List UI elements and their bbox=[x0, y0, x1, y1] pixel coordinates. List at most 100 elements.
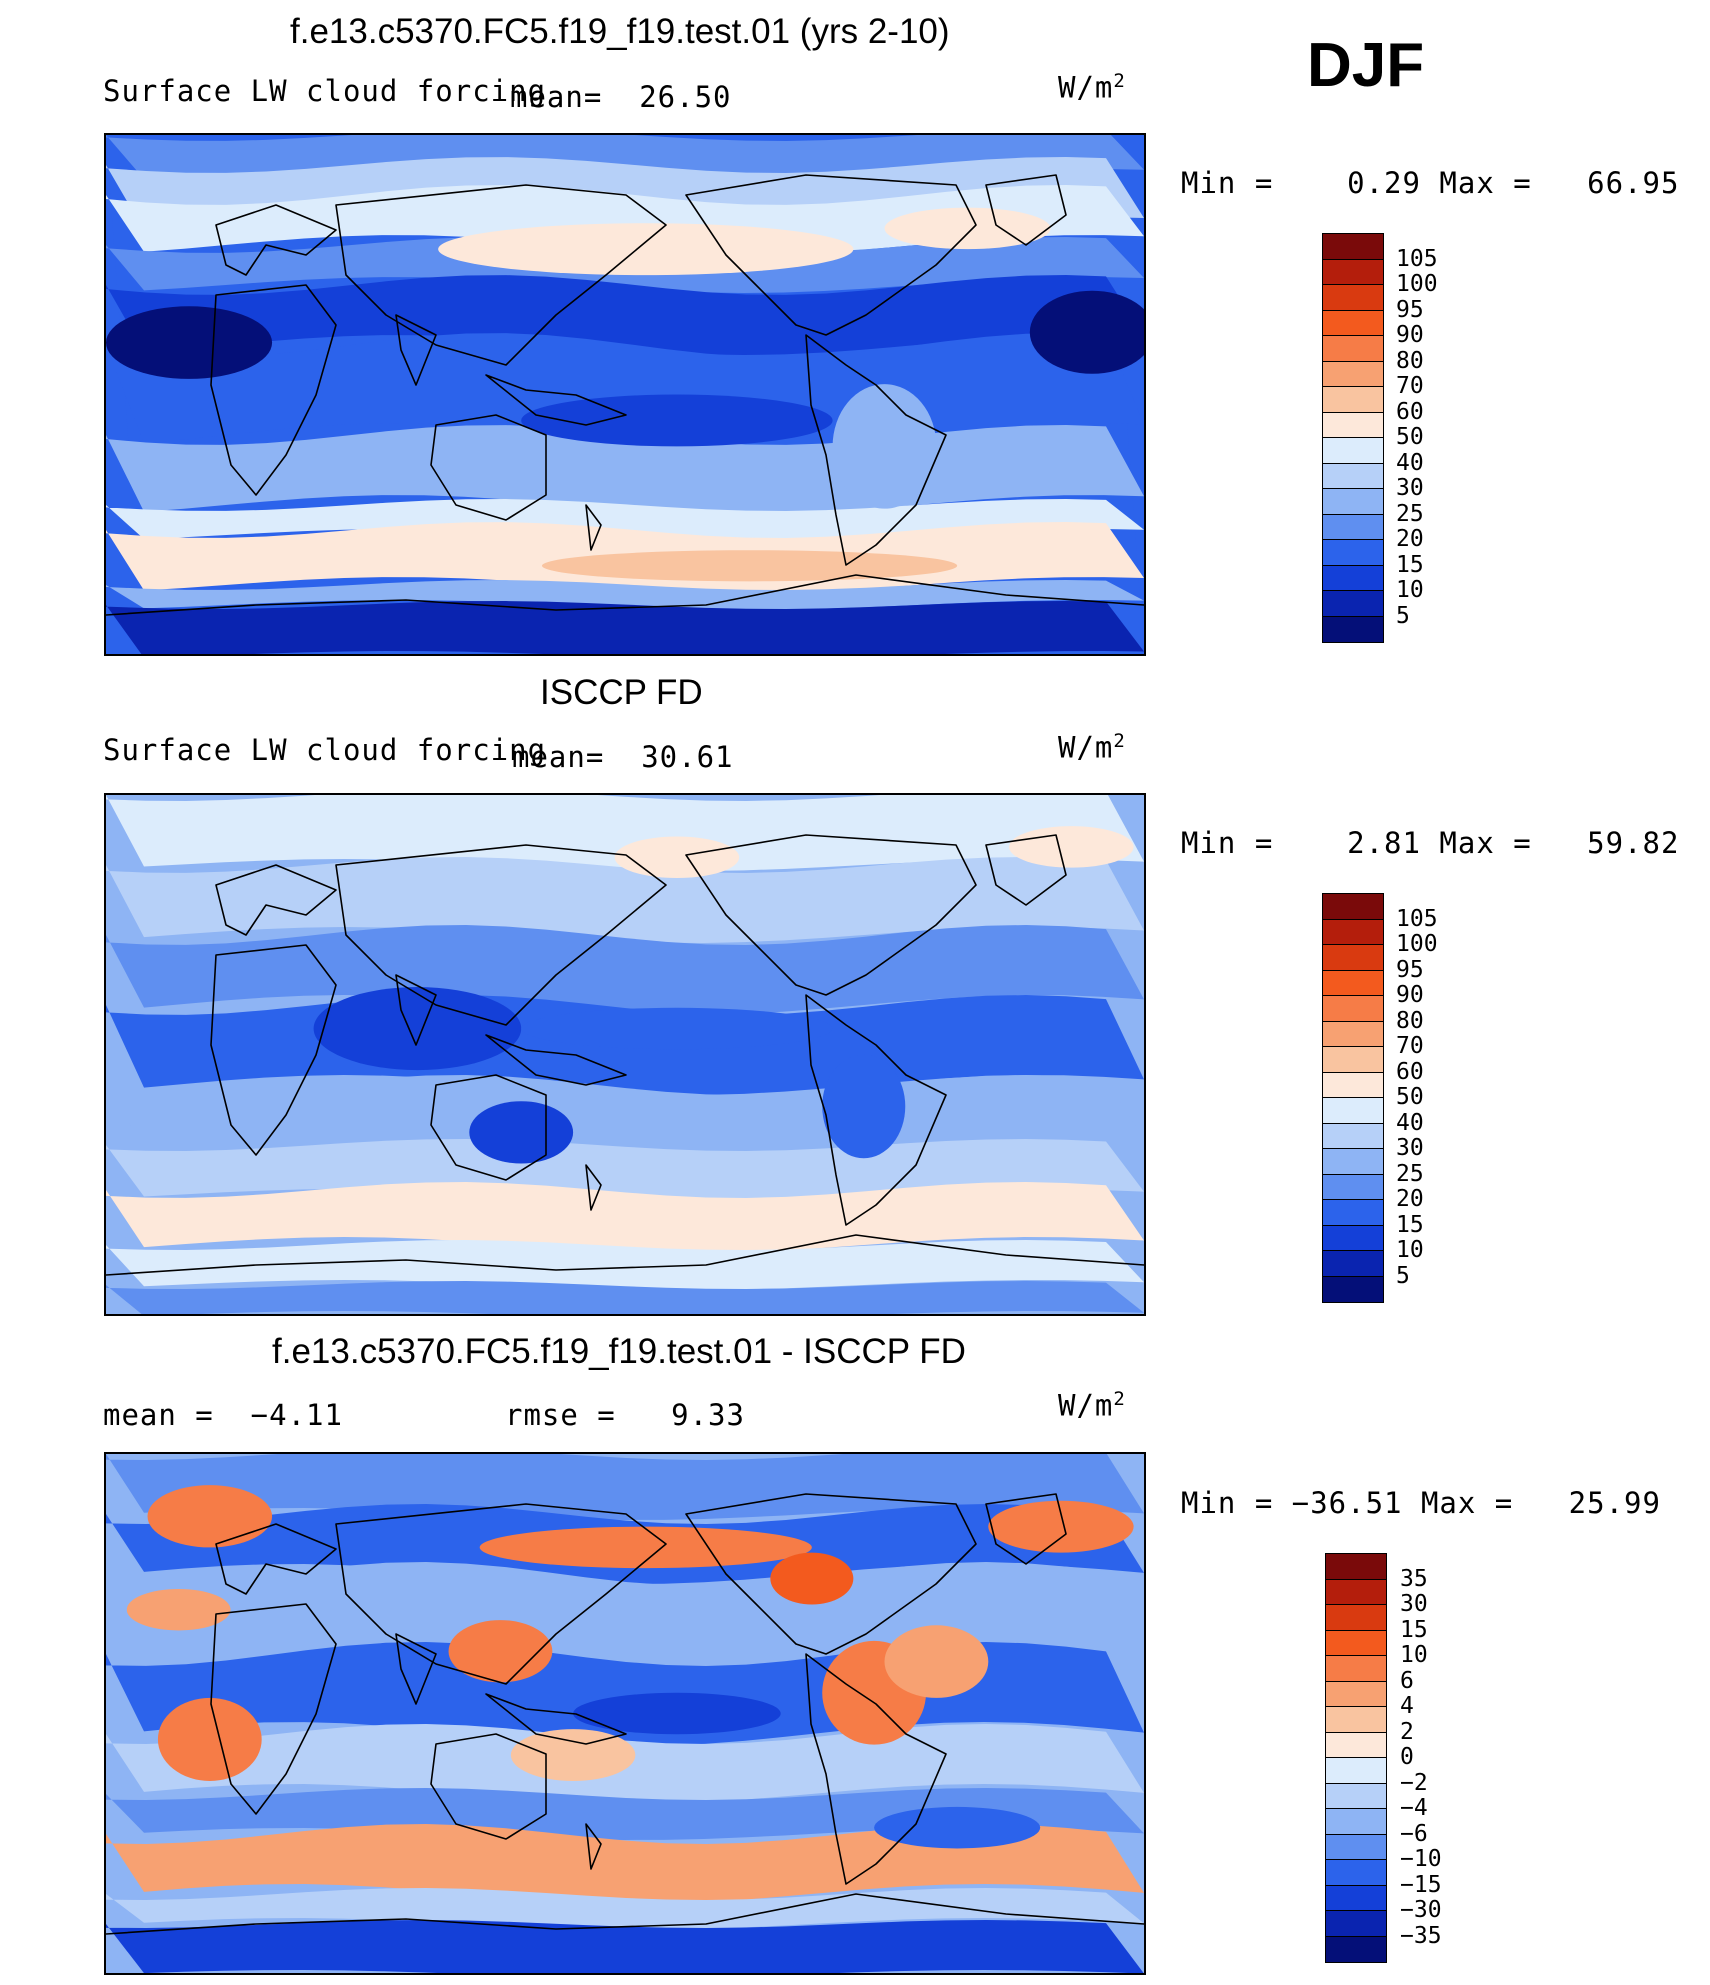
contour-band bbox=[106, 1454, 1144, 1520]
contour-blob bbox=[157, 1697, 262, 1781]
colorbar-swatch bbox=[1326, 1809, 1386, 1835]
units-sup: 2 bbox=[1113, 730, 1126, 752]
contour-band bbox=[106, 601, 1144, 654]
colorbar-swatch bbox=[1323, 336, 1383, 362]
colorbar-tick-label: 90 bbox=[1396, 322, 1424, 348]
panel1-contour-field bbox=[106, 135, 1144, 654]
colorbar-swatch bbox=[1323, 565, 1383, 591]
colorbar-tick-label: 80 bbox=[1396, 347, 1424, 374]
contour-blob bbox=[313, 987, 522, 1071]
coastline bbox=[430, 1074, 547, 1181]
coastline bbox=[685, 834, 977, 996]
colorbar-swatch bbox=[1323, 1225, 1383, 1251]
coastline bbox=[985, 174, 1067, 246]
colorbar-tick-label: 70 bbox=[1396, 373, 1424, 399]
contour-blob bbox=[510, 1729, 636, 1781]
coastline bbox=[106, 574, 1144, 616]
units-base: W/m bbox=[1058, 730, 1114, 765]
colorbar-swatch bbox=[1323, 1251, 1383, 1277]
colorbar-swatch bbox=[1323, 463, 1383, 489]
colorbar-swatch bbox=[1323, 1123, 1383, 1149]
colorbar-swatch bbox=[1326, 1579, 1386, 1605]
colorbar-swatch bbox=[1326, 1911, 1386, 1937]
contour-band bbox=[106, 499, 1144, 541]
colorbar-tick-label: 10 bbox=[1396, 1237, 1424, 1263]
panel3-map bbox=[104, 1452, 1146, 1975]
colorbar-swatch bbox=[1326, 1605, 1386, 1631]
units-base: W/m bbox=[1058, 1388, 1114, 1423]
colorbar-swatch bbox=[1326, 1656, 1386, 1682]
contour-band bbox=[106, 1240, 1144, 1290]
colorbar-tick-label: 15 bbox=[1396, 551, 1424, 578]
colorbar-swatch bbox=[1323, 919, 1383, 945]
coastline bbox=[430, 1733, 547, 1840]
coastline bbox=[485, 1693, 627, 1745]
colorbar-tick-label: 95 bbox=[1396, 956, 1424, 983]
colorbar-swatch bbox=[1323, 1200, 1383, 1226]
contour-blob bbox=[521, 1007, 833, 1050]
colorbar-swatch bbox=[1323, 361, 1383, 387]
panel2-title: ISCCP FD bbox=[540, 673, 703, 712]
colorbar-swatch bbox=[1326, 1936, 1386, 1962]
coastline bbox=[805, 994, 947, 1226]
contour-blob bbox=[469, 1101, 574, 1164]
coastline bbox=[215, 864, 337, 936]
colorbar-swatch bbox=[1323, 234, 1383, 260]
contour-blob bbox=[147, 1485, 273, 1548]
panel1-mean: mean= 26.50 bbox=[510, 80, 732, 114]
colorbar-swatch bbox=[1326, 1834, 1386, 1860]
season-label: DJF bbox=[1307, 31, 1425, 100]
contour-blob bbox=[1009, 826, 1134, 868]
colorbar-swatch bbox=[1323, 1276, 1383, 1302]
colorbar-tick-label: −15 bbox=[1400, 1871, 1442, 1898]
contour-band bbox=[106, 857, 1144, 943]
coastline bbox=[585, 504, 602, 551]
coastline bbox=[985, 1493, 1067, 1565]
panel2-minmax: Min = 2.81 Max = 59.82 bbox=[1181, 826, 1680, 860]
panel1-colorbar bbox=[1322, 233, 1384, 643]
colorbar-swatch bbox=[1323, 489, 1383, 515]
colorbar-swatch bbox=[1323, 1072, 1383, 1098]
colorbar-swatch bbox=[1326, 1681, 1386, 1707]
coastline bbox=[106, 1234, 1144, 1276]
panel3-colorbar bbox=[1325, 1553, 1387, 1963]
contour-blob bbox=[832, 384, 937, 509]
panel1-minmax: Min = 0.29 Max = 66.95 bbox=[1181, 166, 1680, 200]
contour-band bbox=[106, 1139, 1144, 1201]
panel3-mean: mean = −4.11 bbox=[103, 1398, 343, 1432]
panel2-units: W/m2 bbox=[1058, 730, 1126, 765]
coastline bbox=[685, 1493, 977, 1655]
contour-blob bbox=[106, 306, 273, 379]
coastline bbox=[335, 844, 667, 1026]
coastline bbox=[430, 414, 547, 521]
contour-blob bbox=[884, 207, 1051, 250]
colorbar-swatch bbox=[1323, 412, 1383, 438]
contour-blob bbox=[448, 1620, 553, 1683]
colorbar-swatch bbox=[1323, 1098, 1383, 1124]
colorbar-tick-label: −30 bbox=[1400, 1897, 1442, 1923]
colorbar-tick-label: −6 bbox=[1400, 1820, 1428, 1847]
colorbar-swatch bbox=[1326, 1885, 1386, 1911]
colorbar-tick-label: −2 bbox=[1400, 1769, 1428, 1796]
coastline bbox=[485, 374, 627, 426]
coastline bbox=[106, 1893, 1144, 1935]
colorbar-swatch bbox=[1326, 1783, 1386, 1809]
colorbar-tick-label: 20 bbox=[1396, 1186, 1424, 1212]
colorbar-tick-label: 50 bbox=[1396, 1084, 1424, 1110]
colorbar-tick-label: 105 bbox=[1396, 905, 1438, 932]
coastline bbox=[335, 1503, 667, 1685]
colorbar-swatch bbox=[1326, 1630, 1386, 1656]
units-sup: 2 bbox=[1113, 70, 1126, 92]
colorbar-tick-label: 30 bbox=[1400, 1591, 1428, 1617]
colorbar-swatch bbox=[1323, 591, 1383, 617]
colorbar-tick-label: 40 bbox=[1396, 1109, 1424, 1136]
panel1-units: W/m2 bbox=[1058, 70, 1126, 105]
colorbar-tick-label: 6 bbox=[1400, 1667, 1414, 1694]
colorbar-tick-label: 4 bbox=[1400, 1693, 1414, 1719]
panel1-variable-label: Surface LW cloud forcing bbox=[103, 74, 547, 108]
coastline bbox=[210, 944, 337, 1156]
contour-band bbox=[106, 580, 1144, 610]
panel2-map bbox=[104, 793, 1146, 1316]
units-sup: 2 bbox=[1113, 1388, 1126, 1410]
colorbar-swatch bbox=[1323, 1047, 1383, 1073]
